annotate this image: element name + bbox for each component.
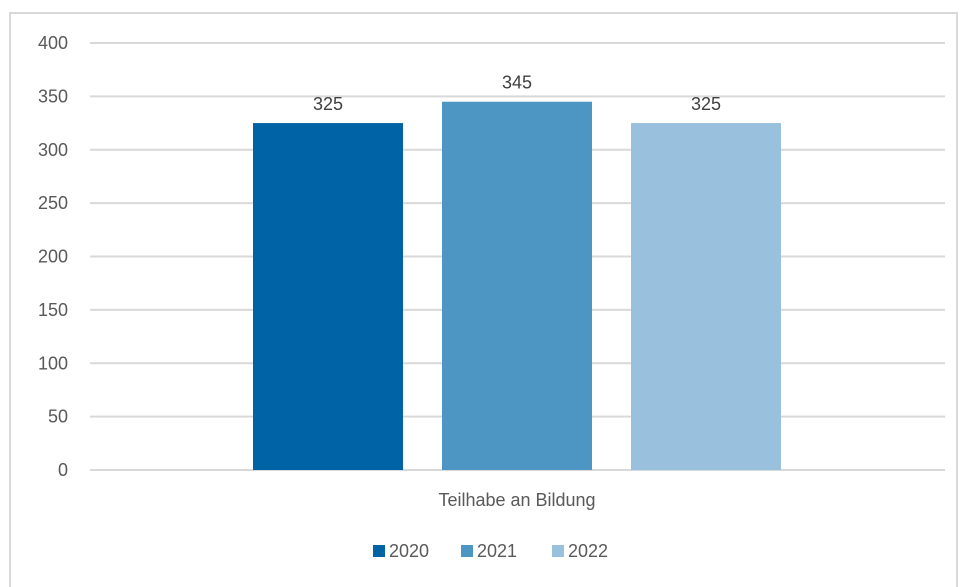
y-tick-label: 350	[38, 86, 68, 106]
category-axis: Teilhabe an Bildung	[438, 490, 595, 510]
y-axis-ticks: 0 50 100 150 200 250 300 350 400	[38, 33, 68, 480]
bar-2022	[631, 123, 781, 470]
legend-label-2022: 2022	[568, 541, 608, 561]
data-labels: 325 345 325	[313, 73, 721, 114]
category-label: Teilhabe an Bildung	[438, 490, 595, 510]
legend-swatch-2022	[552, 545, 564, 557]
y-tick-label: 200	[38, 247, 68, 267]
data-label-2020: 325	[313, 94, 343, 114]
y-tick-label: 0	[58, 460, 68, 480]
legend-swatch-2020	[373, 545, 385, 557]
y-tick-label: 300	[38, 140, 68, 160]
legend: 2020 2021 2022	[373, 541, 608, 561]
legend-swatch-2021	[461, 545, 473, 557]
y-tick-label: 400	[38, 33, 68, 53]
legend-label-2021: 2021	[477, 541, 517, 561]
legend-label-2020: 2020	[389, 541, 429, 561]
y-tick-label: 100	[38, 353, 68, 373]
y-tick-label: 250	[38, 193, 68, 213]
bar-2021	[442, 101, 592, 471]
bars	[253, 101, 781, 471]
y-tick-label: 150	[38, 300, 68, 320]
data-label-2021: 345	[502, 73, 532, 93]
y-tick-label: 50	[48, 407, 68, 427]
data-label-2022: 325	[691, 94, 721, 114]
bar-2020	[253, 123, 403, 470]
